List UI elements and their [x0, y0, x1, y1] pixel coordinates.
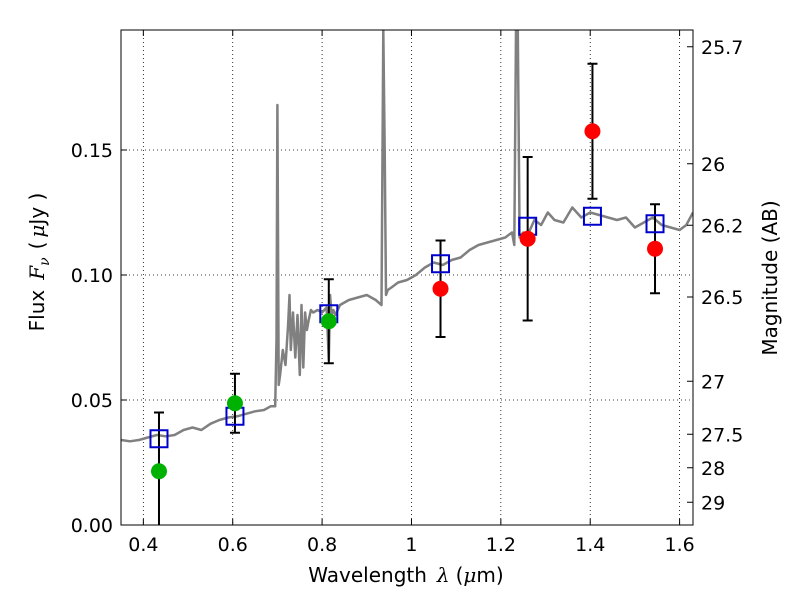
model-photometry-marker — [645, 214, 665, 234]
grid — [121, 30, 693, 526]
y-axis-title: FluxFν(μJy ) — [25, 193, 53, 332]
model-photometry-marker — [149, 429, 169, 449]
series-layer — [121, 30, 693, 525]
y-tick-label: 0.05 — [71, 390, 113, 412]
observed-flux-point — [226, 395, 243, 412]
model-photometry-marker — [431, 254, 451, 274]
x-tick-label: 0.6 — [218, 534, 248, 556]
observed-flux-point — [150, 463, 167, 480]
y2-tick-label: 26 — [701, 154, 725, 176]
y2-tick-label: 27.5 — [701, 424, 743, 446]
observed-flux-point — [647, 240, 664, 257]
y2-tick-label: 25.7 — [701, 37, 743, 59]
y2-tick-label: 27 — [701, 371, 725, 393]
y-tick-label: 0.15 — [71, 140, 113, 162]
plot-frame — [120, 29, 694, 526]
x-tick-label: 1.6 — [664, 534, 694, 556]
observed-flux-point — [320, 313, 337, 330]
y-tick-label: 0.00 — [71, 515, 113, 537]
observed-flux-point — [584, 123, 601, 140]
x-tick-label: 0.8 — [307, 534, 337, 556]
y2-tick-label: 29 — [701, 492, 725, 514]
y2-axis-title: Magnitude (AB) — [758, 200, 782, 355]
y-tick-label: 0.10 — [71, 265, 113, 287]
observed-flux-point — [519, 230, 536, 247]
ticks: 0.4 0.6 0.8 1 1.2 1.4 1.6 0.00 0.05 0.10 0.15 25.7 2… — [71, 30, 743, 556]
x-tick-label: 1.2 — [486, 534, 516, 556]
y2-tick-label: 26.5 — [701, 287, 743, 309]
y2-tick-label: 28 — [701, 458, 725, 480]
x-tick-label: 1 — [405, 534, 417, 556]
observed-flux-point — [432, 280, 449, 297]
y2-tick-label: 26.2 — [701, 215, 743, 237]
sed-model-line — [121, 30, 693, 443]
x-axis-title: Wavelength λ (μm) — [308, 563, 503, 587]
x-tick-label: 1.4 — [575, 534, 605, 556]
x-tick-label: 0.4 — [128, 534, 158, 556]
model-photometry-marker — [582, 206, 602, 226]
